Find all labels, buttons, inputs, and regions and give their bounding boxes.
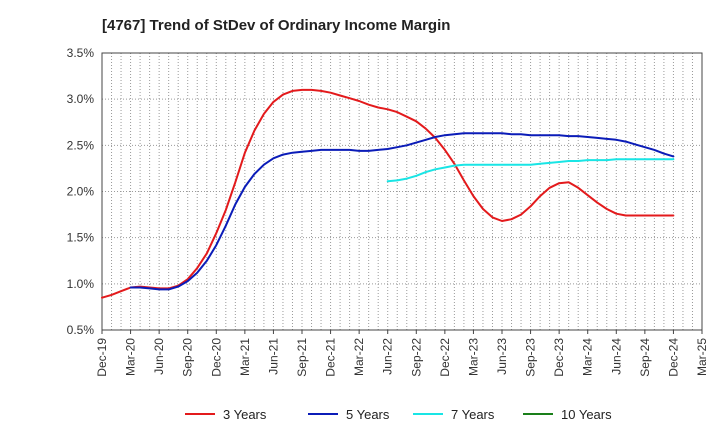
x-tick-label: Sep-21 bbox=[295, 338, 309, 377]
plot-frame bbox=[101, 52, 703, 331]
x-tick-label: Dec-22 bbox=[438, 338, 452, 377]
y-tick-label: 3.0% bbox=[67, 92, 95, 106]
legend: 3 Years 5 Years 7 Years 10 Years bbox=[185, 407, 612, 422]
axes: 0.5% 1.0% 1.5% 2.0% 2.5% 3.0% 3.5% Dec-19 Mar-20… bbox=[67, 46, 709, 377]
grid bbox=[101, 52, 703, 331]
x-tick-label: Jun-24 bbox=[609, 338, 623, 375]
x-tick-label: Mar-24 bbox=[581, 338, 595, 376]
x-tick-label: Jun-20 bbox=[152, 338, 166, 375]
x-tick-label: Mar-21 bbox=[238, 338, 252, 376]
y-tick-label: 3.5% bbox=[67, 46, 95, 60]
x-tick-label: Dec-21 bbox=[324, 338, 338, 377]
series-line-3-years bbox=[101, 88, 675, 299]
y-tick-label: 2.0% bbox=[67, 185, 95, 199]
y-tick-label: 1.5% bbox=[67, 231, 95, 245]
x-tick-label: Mar-23 bbox=[466, 338, 480, 376]
x-tick-label: Sep-24 bbox=[638, 338, 652, 377]
x-tick-label: Sep-23 bbox=[524, 338, 538, 377]
x-tick-label: Jun-21 bbox=[266, 338, 280, 375]
legend-label-10-years: 10 Years bbox=[561, 407, 612, 422]
x-tick-label: Dec-24 bbox=[666, 338, 680, 377]
x-tick-label: Jun-23 bbox=[495, 338, 509, 375]
x-tick-label: Dec-23 bbox=[552, 338, 566, 377]
series-line-5-years bbox=[129, 132, 675, 291]
x-tick-label: Dec-19 bbox=[95, 338, 109, 377]
legend-label-3-years: 3 Years bbox=[223, 407, 267, 422]
x-tick-label: Dec-20 bbox=[209, 338, 223, 377]
x-tick-label: Mar-25 bbox=[695, 338, 709, 376]
series-lines bbox=[101, 88, 675, 299]
x-tick-label: Sep-20 bbox=[181, 338, 195, 377]
x-tick-label: Jun-22 bbox=[381, 338, 395, 375]
y-tick-label: 2.5% bbox=[67, 138, 95, 152]
y-tick-label: 1.0% bbox=[67, 277, 95, 291]
x-tick-label: Mar-22 bbox=[352, 338, 366, 376]
series-line-7-years bbox=[386, 158, 675, 183]
x-tick-label: Sep-22 bbox=[409, 338, 423, 377]
legend-label-7-years: 7 Years bbox=[451, 407, 495, 422]
chart-title: [4767] Trend of StDev of Ordinary Income… bbox=[102, 17, 450, 34]
x-tick-label: Mar-20 bbox=[124, 338, 138, 376]
legend-label-5-years: 5 Years bbox=[346, 407, 390, 422]
y-tick-label: 0.5% bbox=[67, 323, 95, 337]
